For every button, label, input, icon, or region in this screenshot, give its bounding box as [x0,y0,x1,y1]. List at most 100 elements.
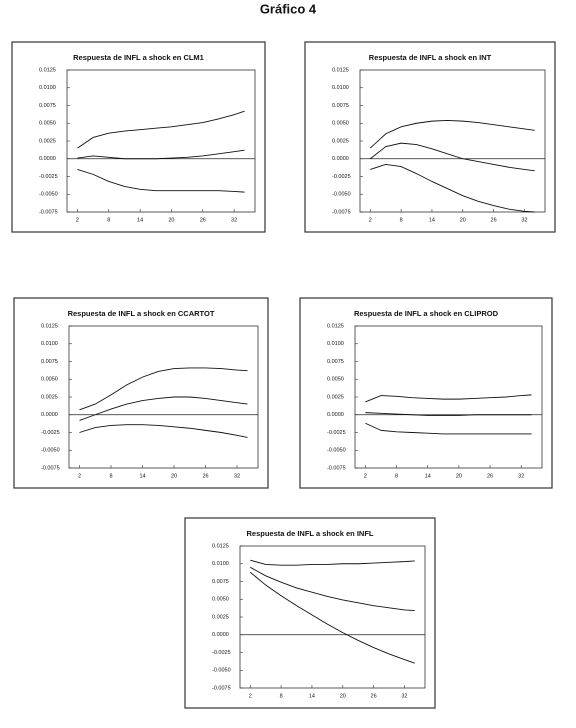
chart: Respuesta de INFL a shock en CCARTOT -0.0… [13,297,269,489]
y-tick-label: -0.0050 [327,448,346,454]
y-tick-label: 0.0100 [212,561,229,567]
x-tick-label: 14 [137,217,143,223]
series-line [369,119,535,149]
x-tick-label: 26 [491,217,497,223]
x-tick-label: 2 [78,473,81,479]
x-tick-label: 14 [139,473,145,479]
x-tick-label: 20 [456,473,462,479]
x-tick-label: 2 [369,217,372,223]
y-tick-label: -0.0025 [39,174,58,180]
series-line [77,149,245,160]
series-line [77,168,245,193]
series-line [370,163,535,213]
series-line [77,110,245,149]
y-tick-label: -0.0075 [39,209,58,215]
x-tick-label: 26 [202,473,208,479]
x-tick-label: 14 [429,217,435,223]
chart: Respuesta de INFL a shock en CLM1 -0.0075… [11,41,266,233]
y-tick-label: -0.0075 [327,465,346,471]
chart-frame [184,517,436,709]
x-tick-label: 32 [401,693,407,699]
chart-frame [11,41,266,233]
chart: Respuesta de INFL a shock en INT -0.0075 -… [304,41,556,233]
x-tick-label: 8 [107,217,110,223]
plot-area [68,325,259,469]
y-tick-label: -0.0075 [212,685,231,691]
x-tick-label: 14 [309,693,315,699]
x-tick-label: 32 [234,473,240,479]
y-tick-label: 0.0000 [41,412,58,418]
y-tick-label: -0.0050 [212,668,231,674]
y-tick-label: 0.0075 [41,359,58,365]
x-tick-label: 2 [249,693,252,699]
series-line [250,559,415,566]
chart-title: Respuesta de INFL a shock en INFL [247,529,374,538]
y-tick-label: 0.0000 [332,156,349,162]
x-tick-label: 20 [171,473,177,479]
page-title: Gráfico 4 [260,1,317,16]
y-tick-label: -0.0075 [41,465,60,471]
y-tick-label: 0.0000 [212,632,229,638]
y-tick-label: 0.0025 [39,138,56,144]
y-tick-label: 0.0075 [327,359,344,365]
x-tick-label: 8 [395,473,398,479]
y-tick-label: 0.0050 [39,121,56,127]
chart: Respuesta de INFL a shock en INFL -0.0075… [184,517,436,709]
x-tick-label: 32 [521,217,527,223]
chart-frame [299,297,553,489]
plot-area [239,545,426,689]
y-tick-label: 0.0025 [332,138,349,144]
series-line [365,394,532,403]
y-tick-label: -0.0025 [332,174,351,180]
series-line [250,566,415,612]
y-tick-label: -0.0025 [41,430,60,436]
x-tick-label: 8 [280,693,283,699]
x-tick-label: 26 [487,473,493,479]
y-tick-label: 0.0050 [327,377,344,383]
y-tick-label: 0.0075 [212,579,229,585]
series-line [370,142,535,172]
y-tick-label: -0.0050 [332,192,351,198]
x-tick-label: 26 [200,217,206,223]
series-line [249,571,415,664]
chart-frame [304,41,556,233]
y-tick-label: 0.0125 [332,67,349,73]
y-tick-label: -0.0050 [41,448,60,454]
y-tick-label: 0.0125 [327,323,344,329]
y-tick-label: 0.0025 [212,614,229,620]
y-tick-label: 0.0100 [332,85,349,91]
chart-title: Respuesta de INFL a shock en CLM1 [73,53,204,62]
y-tick-label: 0.0000 [327,412,344,418]
x-tick-label: 2 [364,473,367,479]
chart-title: Respuesta de INFL a shock en CLIPROD [354,309,499,318]
y-tick-label: -0.0025 [327,430,346,436]
y-tick-label: 0.0050 [41,377,58,383]
y-tick-label: 0.0025 [327,394,344,400]
y-tick-label: 0.0075 [332,103,349,109]
y-tick-label: -0.0075 [332,209,351,215]
series-line [365,422,532,435]
y-tick-label: 0.0125 [41,323,58,329]
chart: Respuesta de INFL a shock en CLIPROD -0.0… [299,297,553,489]
y-tick-label: 0.0000 [39,156,56,162]
y-tick-label: 0.0125 [212,543,229,549]
series-line [79,367,248,411]
series-line [79,424,248,438]
series-line [79,396,248,421]
x-tick-label: 20 [168,217,174,223]
x-tick-label: 20 [460,217,466,223]
y-tick-label: 0.0075 [39,103,56,109]
y-tick-label: -0.0025 [212,650,231,656]
chart-title: Respuesta de INFL a shock en INT [369,53,492,62]
x-tick-label: 32 [231,217,237,223]
y-tick-label: -0.0050 [39,192,58,198]
y-tick-label: 0.0125 [39,67,56,73]
chart-frame [13,297,269,489]
x-tick-label: 8 [109,473,112,479]
x-tick-label: 8 [400,217,403,223]
y-tick-label: 0.0100 [41,341,58,347]
x-tick-label: 14 [425,473,431,479]
plot-area [354,325,543,469]
